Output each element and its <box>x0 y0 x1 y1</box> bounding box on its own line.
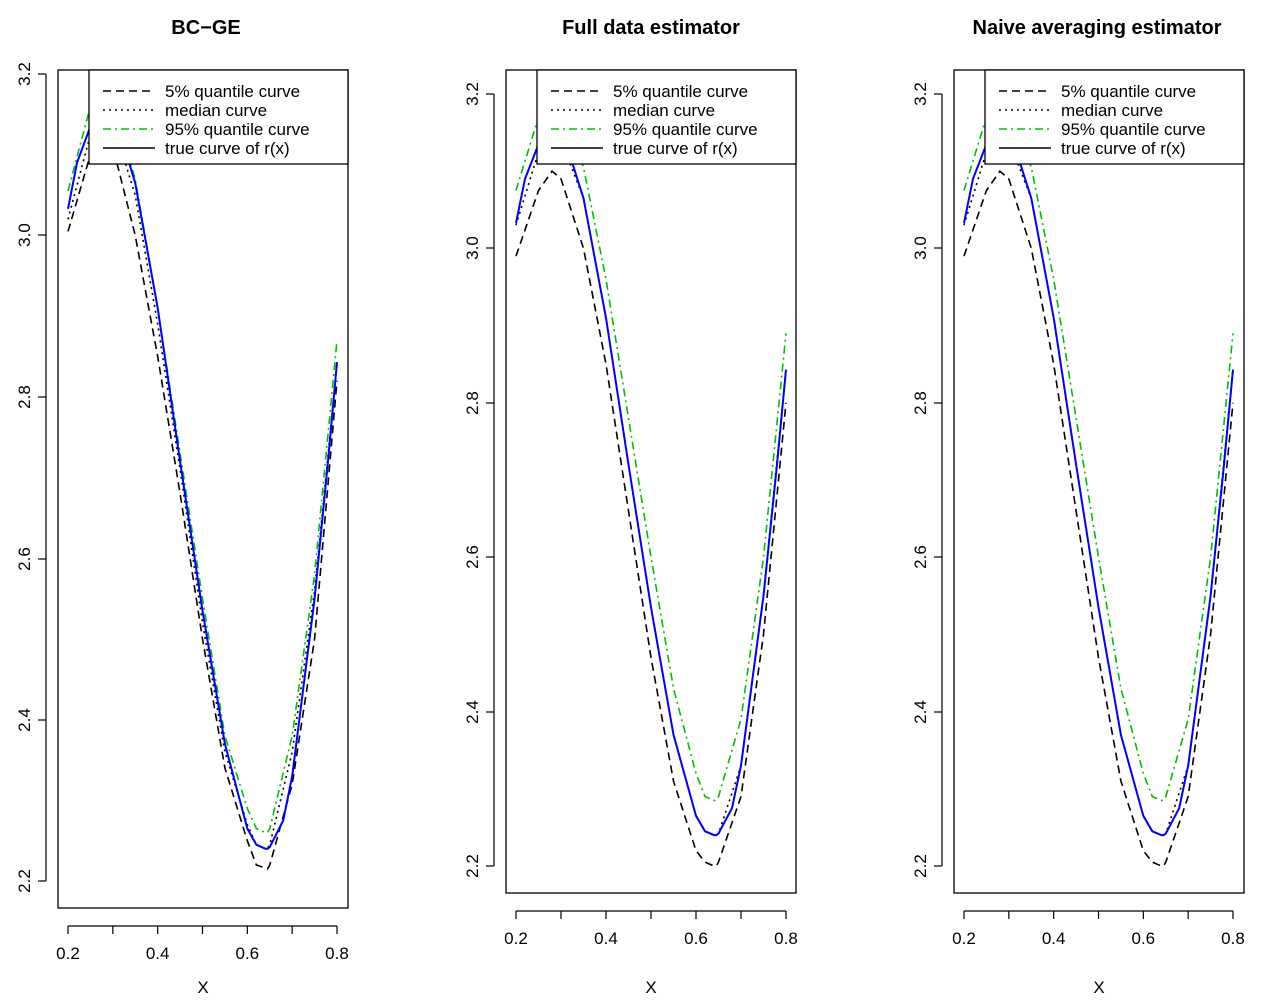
y-tick-label: 3.0 <box>15 223 34 247</box>
panel-1-legend-label-q95: 95% quantile curve <box>165 120 310 139</box>
panel-3-legend-label-true: true curve of r(x) <box>1061 139 1186 158</box>
y-tick-label: 2.6 <box>911 545 930 569</box>
series-line-q05 <box>67 137 338 870</box>
x-tick-label: 0.8 <box>1221 929 1245 948</box>
panel-1-legend-label-true: true curve of r(x) <box>165 139 290 158</box>
y-tick-label: 3.0 <box>911 236 930 260</box>
y-tick-label: 2.6 <box>15 547 34 571</box>
y-tick-label: 2.6 <box>463 545 482 569</box>
plot-frame <box>953 69 1245 894</box>
panel-3-legend-label-median: median curve <box>1061 101 1163 120</box>
series-line-q05 <box>515 170 787 867</box>
y-tick-label: 2.4 <box>15 708 34 732</box>
panel-3-plot: 0.2 0.4 0.6 0.8 2.2 2.4 2.6 2.8 3.0 3.2 <box>911 69 1245 948</box>
panel-1-title: BC−GE <box>171 17 240 39</box>
series-line-true <box>963 135 1234 837</box>
series-line-true <box>67 117 338 850</box>
panel-3-title: Naive averaging estimator <box>973 17 1222 39</box>
series-line-q95 <box>515 100 787 802</box>
y-tick-label: 2.8 <box>463 391 482 415</box>
y-tick-label: 2.8 <box>911 391 930 415</box>
panel-2-xlabel: X <box>645 978 656 997</box>
y-tick-label: 2.4 <box>463 700 482 724</box>
panel-2-plot: 0.2 0.4 0.6 0.8 2.2 2.4 2.6 2.8 3.0 3.2 <box>463 69 798 948</box>
x-tick-label: 0.2 <box>952 929 976 948</box>
x-tick-label: 0.8 <box>774 929 798 948</box>
x-tick-label: 0.8 <box>325 944 349 963</box>
panel-full-data: Full data estimator X 0.2 0.4 0.6 0.8 2.2 2.4… <box>463 17 798 997</box>
y-tick-label: 3.2 <box>463 82 482 106</box>
y-tick-label: 3.2 <box>911 82 930 106</box>
x-tick-label: 0.6 <box>236 944 260 963</box>
panel-2-legend-label-q95: 95% quantile curve <box>613 120 758 139</box>
panel-1-xlabel: X <box>197 978 208 997</box>
y-tick-label: 2.8 <box>15 385 34 409</box>
plot-frame <box>505 69 797 894</box>
y-tick-label: 3.0 <box>463 236 482 260</box>
plot-frame <box>57 69 349 909</box>
series-line-true <box>515 135 787 837</box>
series-line-q05 <box>963 170 1234 867</box>
x-tick-label: 0.4 <box>146 944 170 963</box>
panel-3-legend-label-q95: 95% quantile curve <box>1061 120 1206 139</box>
panel-2-title: Full data estimator <box>562 17 740 39</box>
y-tick-label: 2.2 <box>911 854 930 878</box>
y-tick-label: 2.2 <box>15 869 34 893</box>
panel-2-legend-label-true: true curve of r(x) <box>613 139 738 158</box>
panel-3-legend-label-q05: 5% quantile curve <box>1061 82 1196 101</box>
x-tick-label: 0.6 <box>1132 929 1156 948</box>
x-tick-label: 0.4 <box>1042 929 1066 948</box>
panel-1-legend-label-median: median curve <box>165 101 267 120</box>
y-tick-label: 2.2 <box>463 854 482 878</box>
x-tick-label: 0.2 <box>504 929 528 948</box>
panel-bc-ge: BC−GE X 0.2 0.4 0.6 0.8 2.2 2.4 2.6 2.8 3.0 3.2 5… <box>15 17 349 997</box>
y-tick-label: 2.4 <box>911 700 930 724</box>
y-tick-label: 3.2 <box>15 62 34 86</box>
x-tick-label: 0.6 <box>684 929 708 948</box>
panel-1-legend-label-q05: 5% quantile curve <box>165 82 300 101</box>
panel-naive-averaging: Naive averaging estimator X 0.2 0.4 0.6 0.8… <box>911 17 1245 997</box>
panel-1-plot: 0.2 0.4 0.6 0.8 2.2 2.4 2.6 2.8 3.0 3.2 <box>15 62 349 963</box>
x-tick-label: 0.4 <box>594 929 618 948</box>
panel-2-legend-label-q05: 5% quantile curve <box>613 82 748 101</box>
panel-2-legend-label-median: median curve <box>613 101 715 120</box>
x-tick-label: 0.2 <box>56 944 80 963</box>
series-line-q95 <box>67 98 338 834</box>
series-line-q95 <box>963 100 1234 802</box>
panel-3-xlabel: X <box>1093 978 1104 997</box>
